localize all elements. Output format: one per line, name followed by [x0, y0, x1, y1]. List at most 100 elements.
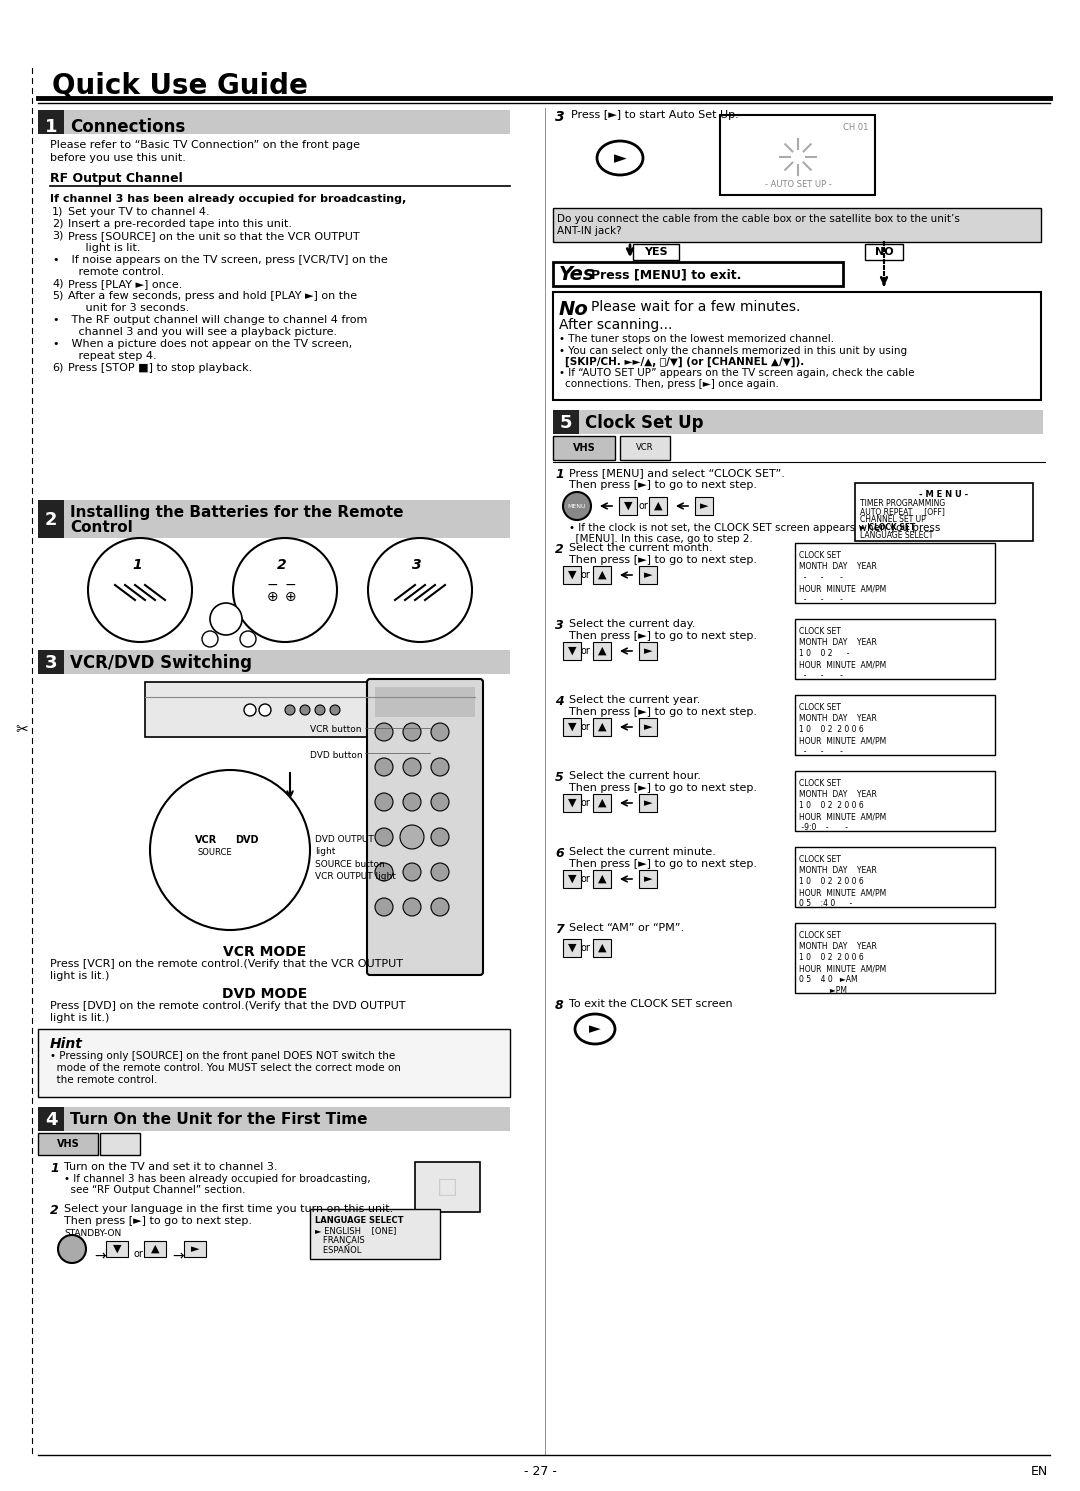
Text: 2: 2 [276, 558, 286, 573]
Text: Then press [►] to go to next step.: Then press [►] to go to next step. [569, 555, 757, 565]
Text: 0 5    4 0   ►AM: 0 5 4 0 ►AM [799, 975, 858, 984]
Text: 3: 3 [555, 110, 565, 124]
Text: remote control.: remote control. [68, 267, 164, 277]
Text: 1 0    0 2  2 0 0 6: 1 0 0 2 2 0 0 6 [799, 953, 864, 962]
Text: 0 5    :4 0      -: 0 5 :4 0 - [799, 899, 852, 908]
Circle shape [315, 705, 325, 716]
Bar [553, 410, 579, 434]
Circle shape [403, 793, 421, 811]
Circle shape [431, 898, 449, 915]
Bar [553, 292, 1041, 400]
Text: □: □ [436, 1176, 458, 1197]
Text: 2): 2) [52, 219, 64, 230]
Bar [795, 771, 995, 830]
Bar [593, 871, 611, 889]
Bar [553, 410, 1043, 434]
Text: Press [PLAY ►] once.: Press [PLAY ►] once. [68, 279, 183, 289]
Text: -      -       -: - - - [799, 573, 842, 581]
Text: 1: 1 [44, 118, 57, 136]
Text: or: or [580, 874, 590, 884]
Text: DVD MODE: DVD MODE [222, 987, 308, 1000]
Text: • Pressing only [SOURCE] on the front panel DOES NOT switch the: • Pressing only [SOURCE] on the front pa… [50, 1051, 395, 1062]
Text: CHANNEL SET UP: CHANNEL SET UP [860, 514, 926, 523]
Text: LANGUAGE SELECT: LANGUAGE SELECT [860, 531, 933, 540]
Text: before you use this unit.: before you use this unit. [50, 154, 186, 163]
Bar [563, 871, 581, 889]
Text: 8: 8 [555, 999, 564, 1012]
Text: ▼: ▼ [568, 722, 577, 732]
Bar [563, 643, 581, 661]
Text: ►PM: ►PM [799, 986, 847, 994]
Text: 1 0    0 2  2 0 0 6: 1 0 0 2 2 0 0 6 [799, 877, 864, 886]
Text: MONTH  DAY    YEAR: MONTH DAY YEAR [799, 714, 877, 723]
Bar [795, 619, 995, 678]
Text: HOUR  MINUTE  AM/PM: HOUR MINUTE AM/PM [799, 661, 887, 669]
Text: ►: ► [644, 570, 652, 580]
Text: -      -       -: - - - [799, 595, 842, 604]
Text: The RF output channel will change to channel 4 from: The RF output channel will change to cha… [68, 315, 367, 325]
Bar [720, 115, 875, 195]
Text: Please wait for a few minutes.: Please wait for a few minutes. [591, 300, 800, 315]
Text: If noise appears on the TV screen, press [VCR/TV] on the: If noise appears on the TV screen, press… [68, 255, 388, 265]
Text: 6): 6) [52, 362, 64, 373]
Bar [106, 1241, 129, 1257]
Text: Control: Control [70, 519, 133, 534]
Text: MONTH  DAY    YEAR: MONTH DAY YEAR [799, 790, 877, 799]
Text: VHS: VHS [572, 443, 595, 453]
Text: HOUR  MINUTE  AM/PM: HOUR MINUTE AM/PM [799, 813, 887, 822]
Bar [593, 719, 611, 737]
Circle shape [431, 793, 449, 811]
Bar [696, 497, 713, 514]
Circle shape [150, 769, 310, 930]
Text: Then press [►] to go to next step.: Then press [►] to go to next step. [569, 480, 757, 491]
Text: 1 0    0 2  2 0 0 6: 1 0 0 2 2 0 0 6 [799, 801, 864, 810]
Bar [144, 1241, 166, 1257]
Text: After a few seconds, press and hold [PLAY ►] on the: After a few seconds, press and hold [PLA… [68, 291, 357, 301]
Text: Connections: Connections [70, 118, 186, 136]
Text: or: or [580, 570, 590, 580]
Text: Select the current hour.: Select the current hour. [569, 771, 701, 781]
Circle shape [400, 825, 424, 848]
Text: Press [VCR] on the remote control.(Verify that the VCR OUTPUT: Press [VCR] on the remote control.(Verif… [50, 959, 403, 969]
Text: 5): 5) [52, 291, 64, 301]
Bar [38, 1133, 98, 1156]
Text: VHS: VHS [56, 1139, 79, 1150]
Text: HOUR  MINUTE  AM/PM: HOUR MINUTE AM/PM [799, 737, 887, 746]
Text: ►: ► [589, 1021, 600, 1036]
Text: LANGUAGE SELECT: LANGUAGE SELECT [315, 1217, 404, 1226]
Text: To exit the CLOCK SET screen: To exit the CLOCK SET screen [569, 999, 732, 1009]
Text: −: − [267, 579, 279, 592]
Text: Press [MENU] to exit.: Press [MENU] to exit. [591, 268, 741, 282]
Text: 5: 5 [555, 771, 564, 784]
Circle shape [58, 1235, 86, 1263]
Circle shape [259, 704, 271, 716]
Bar [795, 847, 995, 907]
Text: MONTH  DAY    YEAR: MONTH DAY YEAR [799, 562, 877, 571]
Text: STANDBY-ON: STANDBY-ON [64, 1229, 121, 1238]
Text: Then press [►] to go to next step.: Then press [►] to go to next step. [569, 859, 757, 869]
Bar [593, 795, 611, 813]
Bar [553, 209, 1041, 242]
Circle shape [403, 723, 421, 741]
Bar [563, 939, 581, 957]
Text: -      -       -: - - - [799, 671, 842, 680]
Circle shape [403, 898, 421, 915]
Text: or: or [580, 942, 590, 953]
Text: Press [SOURCE] on the unit so that the VCR OUTPUT: Press [SOURCE] on the unit so that the V… [68, 231, 360, 242]
Text: Select the current year.: Select the current year. [569, 695, 700, 705]
Bar [795, 543, 995, 602]
Text: →: → [172, 1249, 184, 1263]
Text: ⊕: ⊕ [267, 590, 279, 604]
Text: Select the current month.: Select the current month. [569, 543, 713, 553]
Text: • You can select only the channels memorized in this unit by using: • You can select only the channels memor… [559, 346, 907, 356]
Bar [563, 567, 581, 584]
Text: 1: 1 [50, 1161, 58, 1175]
Bar [633, 245, 679, 259]
Circle shape [330, 705, 340, 716]
Text: CH 01: CH 01 [842, 122, 868, 133]
Text: VCR button: VCR button [310, 726, 362, 735]
Bar [563, 719, 581, 737]
Text: ▼: ▼ [112, 1243, 121, 1254]
Bar [795, 923, 995, 993]
Text: →: → [94, 1249, 106, 1263]
